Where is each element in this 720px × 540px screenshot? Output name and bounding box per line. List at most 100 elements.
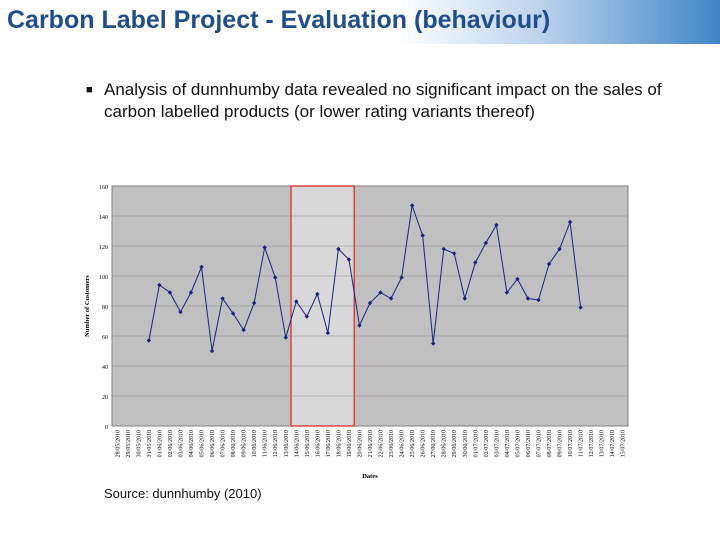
x-tick-label: 27/06/2010: [431, 430, 437, 457]
data-point: [557, 246, 562, 252]
x-tick-label: 12/06/2010: [273, 430, 279, 457]
x-tick-label: 31/05/2010: [147, 430, 153, 457]
series-line: [148, 205, 582, 352]
data-point: [515, 276, 520, 282]
y-axis-label: Number of Customers: [84, 275, 91, 337]
x-tick-label: 07/06/2010: [221, 430, 227, 457]
x-tick-label: 03/06/2010: [178, 430, 184, 457]
y-tick-label: 60: [102, 335, 108, 341]
x-tick-label: 19/06/2010: [347, 430, 353, 457]
x-tick-label: 21/06/2010: [368, 430, 374, 457]
x-tick-label: 01/07/2010: [473, 430, 479, 457]
y-tick-label: 40: [102, 365, 108, 371]
x-tick-label: 12/07/2010: [589, 430, 595, 457]
x-tick-label: 06/06/2010: [210, 430, 216, 457]
x-tick-label: 04/06/2010: [189, 430, 195, 457]
x-tick-label: 29/05/2010: [126, 430, 132, 457]
x-tick-label: 28/06/2010: [442, 430, 448, 457]
data-point: [283, 335, 288, 340]
x-tick-label: 30/05/2010: [136, 430, 142, 457]
data-point: [209, 348, 215, 354]
x-tick-label: 05/06/2010: [200, 430, 206, 457]
data-point: [188, 290, 194, 295]
data-point: [399, 275, 404, 280]
y-tick-label: 120: [99, 245, 108, 251]
data-point: [473, 260, 478, 265]
data-point: [178, 309, 183, 315]
page-title: Carbon Label Project - Evaluation (behav…: [7, 6, 551, 34]
y-tick-label: 100: [99, 275, 108, 281]
data-point: [367, 300, 373, 306]
data-point: [430, 341, 436, 346]
y-tick-label: 160: [99, 185, 108, 191]
data-point: [504, 290, 510, 295]
x-tick-label: 13/06/2010: [284, 430, 290, 457]
y-tick-label: 140: [99, 215, 108, 221]
x-tick-label: 25/06/2010: [410, 430, 416, 457]
data-point: [357, 323, 362, 328]
data-point: [157, 282, 162, 288]
data-point: [546, 261, 552, 267]
data-point: [199, 264, 204, 270]
data-point: [167, 290, 173, 295]
x-tick-label: 20/06/2010: [357, 430, 363, 457]
data-point: [273, 275, 278, 280]
x-tick-label: 03/07/2010: [494, 430, 500, 457]
data-point: [578, 305, 583, 310]
y-tick-label: 0: [105, 425, 108, 431]
x-axis-label: Dates: [362, 473, 378, 480]
data-point: [346, 257, 352, 262]
data-point: [378, 290, 383, 295]
y-tick-label: 20: [102, 395, 108, 401]
x-tick-label: 10/07/2010: [568, 430, 574, 457]
data-point: [251, 300, 257, 306]
data-point: [325, 330, 331, 336]
x-tick-label: 23/06/2010: [389, 430, 395, 457]
x-tick-label: 17/06/2010: [326, 430, 332, 457]
x-tick-label: 16/06/2010: [315, 430, 321, 457]
x-tick-label: 26/06/2010: [421, 430, 427, 457]
x-tick-label: 14/07/2010: [610, 430, 616, 457]
x-tick-label: 29/06/2010: [452, 430, 458, 457]
x-tick-label: 07/07/2010: [536, 430, 542, 457]
data-point: [230, 311, 236, 316]
x-tick-label: 02/07/2010: [484, 430, 490, 457]
data-point: [220, 296, 225, 301]
chart-svg: 0 20 40 60 80 100 120 140 160 Number of Customers…: [84, 185, 629, 480]
bullet-square-icon: ■: [86, 84, 93, 96]
data-point: [146, 338, 152, 343]
x-tick-label: 30/06/2010: [463, 430, 469, 457]
x-tick-label: 18/06/2010: [336, 430, 342, 457]
x-tick-label: 11/06/2010: [263, 430, 269, 457]
x-tick-label: 28/05/2010: [115, 430, 121, 457]
x-tick-label: 11/07/2010: [579, 430, 585, 457]
x-tick-label: 14/06/2010: [294, 430, 300, 457]
x-tick-label: 02/06/2010: [168, 430, 174, 457]
x-tick-label: 08/06/2010: [231, 430, 237, 457]
data-point: [294, 299, 299, 304]
chart: 0 20 40 60 80 100 120 140 160 Number of Customers…: [80, 180, 640, 480]
data-point: [241, 327, 246, 333]
x-tick-label: 08/07/2010: [547, 430, 553, 457]
x-tick-label: 24/06/2010: [400, 430, 406, 457]
title-bar: [0, 0, 720, 44]
x-tick-label: 15/06/2010: [305, 430, 311, 457]
x-tick-label: 05/07/2010: [515, 430, 521, 457]
x-tick-label: 22/06/2010: [379, 430, 385, 457]
x-tick-label: 15/07/2010: [621, 430, 627, 457]
bullet-text: Analysis of dunnhumby data revealed no s…: [104, 80, 662, 121]
x-tick-label: 13/07/2010: [600, 430, 606, 457]
y-tick-label: 80: [102, 305, 108, 311]
data-point: [315, 291, 320, 297]
data-point: [536, 297, 541, 303]
data-point: [388, 296, 394, 301]
data-point: [304, 314, 310, 319]
x-tick-label: 09/07/2010: [558, 430, 564, 457]
x-tick-label: 09/06/2010: [242, 430, 248, 457]
x-tick-label: 04/07/2010: [505, 430, 511, 457]
x-tick-label: 10/06/2010: [252, 430, 258, 457]
x-tick-label: 06/07/2010: [526, 430, 532, 457]
x-tick-label: 01/06/2010: [157, 430, 163, 457]
data-point: [462, 296, 467, 301]
source-caption: Source: dunnhumby (2010): [104, 486, 262, 501]
